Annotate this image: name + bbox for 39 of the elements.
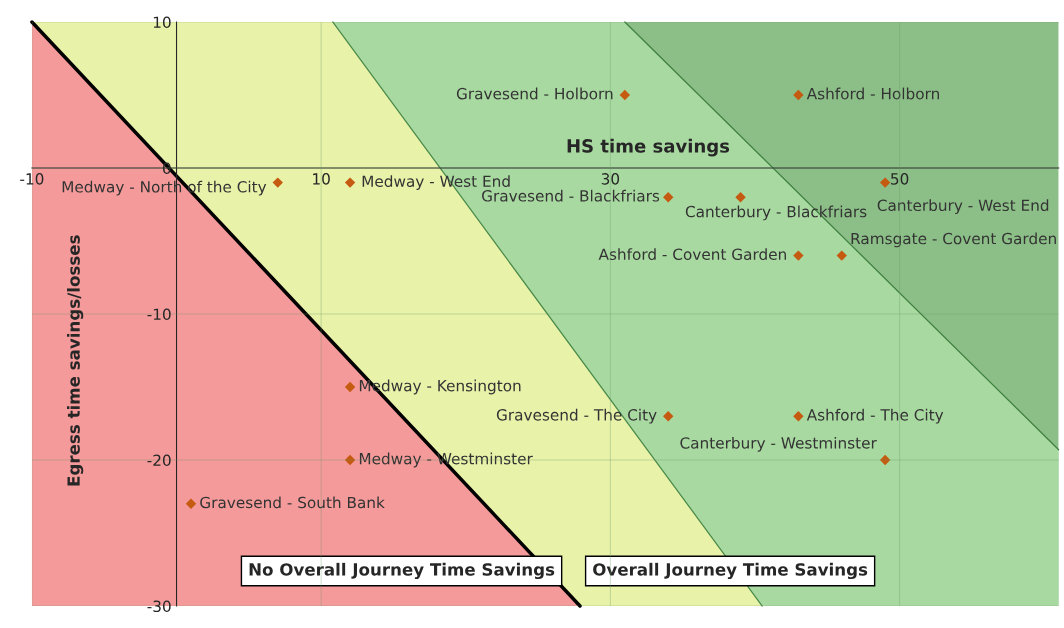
- point: [185, 498, 197, 510]
- x-tick-label: -10: [20, 173, 44, 185]
- point: [344, 177, 356, 188]
- point: [735, 191, 746, 203]
- x-tick-label: 10: [313, 173, 330, 185]
- point: [344, 381, 356, 393]
- point: [793, 250, 804, 261]
- annotation: Medway - West End: [362, 175, 510, 190]
- point: [344, 454, 356, 466]
- point: [879, 454, 891, 466]
- y-tick-label: -10: [147, 308, 171, 321]
- y-tick-label: -30: [147, 600, 171, 613]
- annotation: No Overall Journey Time Savings: [249, 562, 555, 580]
- annotation: Gravesend - The City: [496, 408, 657, 424]
- x-tick-label: 30: [601, 173, 620, 185]
- point: [879, 177, 891, 188]
- x-axis-title: HS time savings: [567, 138, 730, 157]
- annotation: Ramsgate - Covent Garden: [851, 232, 1056, 248]
- annotation: Ashford - Holborn: [806, 87, 939, 100]
- y-tick-label: -20: [147, 454, 171, 467]
- annotation: Overall Journey Time Savings: [593, 562, 868, 580]
- annotation: Gravesend - Holborn: [456, 87, 613, 100]
- point: [619, 89, 631, 101]
- annotation: Gravesend - Blackfriars: [482, 189, 660, 202]
- y-tick-label: 10: [153, 16, 171, 28]
- annotation: Canterbury - Blackfriars: [685, 205, 867, 221]
- annotation: Canterbury - West End: [877, 199, 1049, 215]
- annotation: Ashford - The City: [806, 408, 944, 424]
- x-tick-label: 50: [891, 173, 909, 185]
- y-axis-title: Egress time savings/losses: [67, 235, 84, 486]
- annotation: Ashford - Covent Garden: [598, 248, 786, 261]
- point: [663, 411, 674, 422]
- point: [272, 177, 283, 188]
- point: [793, 411, 804, 422]
- annotation: Canterbury - Westminster: [680, 436, 877, 452]
- annotation: Gravesend - South Bank: [200, 496, 385, 509]
- point: [836, 250, 847, 261]
- point: [663, 191, 674, 203]
- point: [793, 89, 804, 101]
